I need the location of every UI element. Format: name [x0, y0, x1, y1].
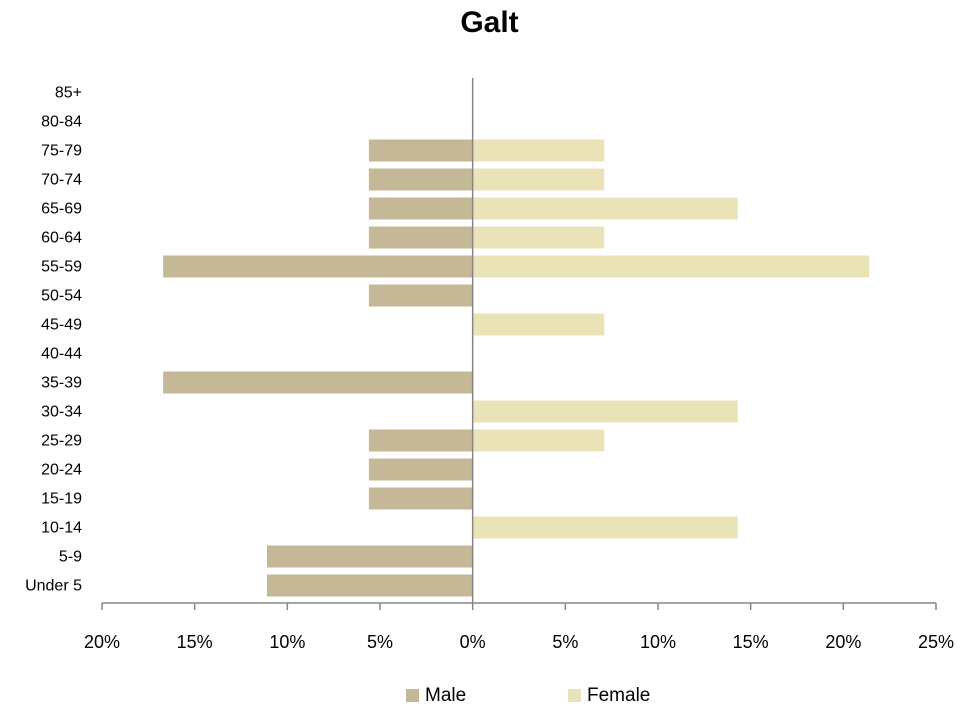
legend-swatch-male: [406, 689, 419, 702]
bar-female-25-29: [472, 429, 605, 452]
x-tick-label: 10%: [269, 632, 305, 652]
bar-female-45-49: [472, 313, 605, 336]
bar-male-70-74: [368, 168, 473, 191]
x-tick-label: 0%: [460, 632, 486, 652]
bar-female-65-69: [472, 197, 738, 220]
legend-label-male: Male: [425, 685, 466, 706]
bar-male-35-39: [163, 371, 473, 394]
y-tick-label: 70-74: [41, 172, 82, 189]
bar-male-under-5: [266, 574, 473, 597]
bar-male-15-19: [368, 487, 473, 510]
y-tick-label: 10-14: [41, 520, 82, 537]
bar-female-10-14: [472, 516, 738, 539]
chart-title: Galt: [460, 6, 519, 39]
x-tick-label: 20%: [825, 632, 861, 652]
y-tick-label: 25-29: [41, 433, 82, 450]
bar-male-75-79: [368, 139, 473, 162]
legend-swatch-female: [568, 689, 581, 702]
bar-male-20-24: [368, 458, 473, 481]
y-tick-label: 15-19: [41, 491, 82, 508]
y-tick-label: 30-34: [41, 404, 82, 421]
x-tick-label: 5%: [552, 632, 578, 652]
y-tick-label: 5-9: [59, 549, 82, 566]
bar-male-60-64: [368, 226, 473, 249]
y-tick-label: 20-24: [41, 462, 82, 479]
bar-female-55-59: [472, 255, 870, 278]
y-tick-label: 50-54: [41, 288, 82, 305]
y-tick-label: 80-84: [41, 114, 82, 131]
y-tick-label: 60-64: [41, 230, 82, 247]
y-tick-label: 65-69: [41, 201, 82, 218]
x-tick-label: 25%: [918, 632, 954, 652]
bar-female-70-74: [472, 168, 605, 191]
bar-male-50-54: [368, 284, 473, 307]
x-tick-label: 15%: [733, 632, 769, 652]
y-tick-label: Under 5: [25, 578, 82, 595]
legend-label-female: Female: [587, 685, 650, 706]
bar-male-65-69: [368, 197, 473, 220]
y-tick-label: 85+: [55, 85, 82, 102]
bar-male-55-59: [163, 255, 473, 278]
x-tick-label: 10%: [640, 632, 676, 652]
x-tick-label: 20%: [84, 632, 120, 652]
y-tick-label: 75-79: [41, 143, 82, 160]
bar-female-30-34: [472, 400, 738, 423]
y-tick-label: 40-44: [41, 346, 82, 363]
y-tick-label: 45-49: [41, 317, 82, 334]
x-tick-label: 5%: [367, 632, 393, 652]
y-tick-label: 55-59: [41, 259, 82, 276]
bar-female-75-79: [472, 139, 605, 162]
y-tick-label: 35-39: [41, 375, 82, 392]
bar-male-5-9: [266, 545, 473, 568]
bar-male-25-29: [368, 429, 473, 452]
x-tick-label: 15%: [177, 632, 213, 652]
bar-female-60-64: [472, 226, 605, 249]
